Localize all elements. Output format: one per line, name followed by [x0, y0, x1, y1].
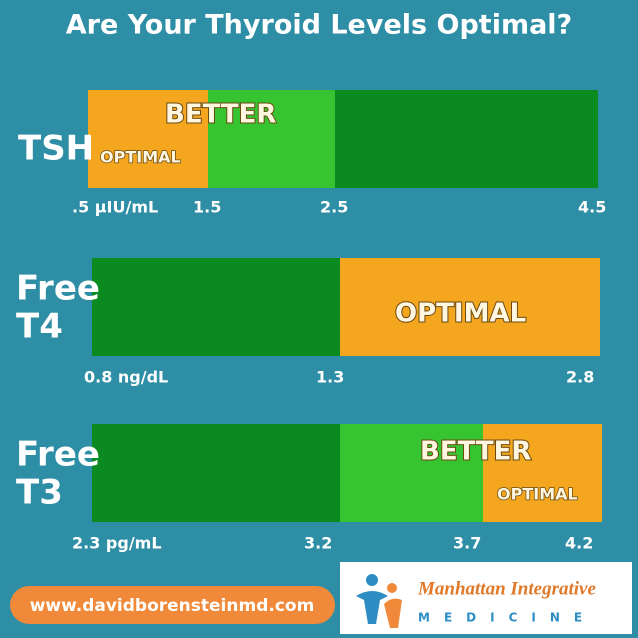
- tick-label: 3.2: [304, 534, 332, 553]
- logo-icon: [356, 574, 402, 628]
- t3-panel: Free T3 BETTER OPTIMAL 2.3 pg/mL 3.2 3.7…: [16, 424, 602, 553]
- tick-label: 1.3: [316, 368, 344, 387]
- optimal-zone: [340, 258, 600, 356]
- tick-label: 0.8 ng/dL: [84, 368, 168, 387]
- tick-label: 2.3 pg/mL: [72, 534, 162, 553]
- normal-zone: [92, 424, 340, 522]
- optimal-zone: [483, 424, 602, 522]
- tick-label: 1.5: [193, 198, 221, 217]
- title: Are Your Thyroid Levels Optimal?: [66, 10, 572, 41]
- logo-sub: MEDICINE: [418, 611, 596, 625]
- zone-label: OPTIMAL: [497, 485, 578, 504]
- url: www.davidborensteinmd.com: [30, 596, 315, 616]
- normal-zone: [92, 258, 340, 356]
- better-zone: [340, 424, 483, 522]
- logo-name: Manhattan Integrative: [417, 578, 596, 599]
- better-zone: [208, 90, 335, 188]
- panel-label: T3: [16, 473, 63, 513]
- tsh-panel: TSH BETTER OPTIMAL .5 µIU/mL 1.5 2.5 4.5: [18, 90, 606, 217]
- zone-label: BETTER: [165, 100, 276, 130]
- zone-label: OPTIMAL: [395, 299, 526, 329]
- url-badge: [10, 586, 335, 624]
- optimal-zone: [88, 90, 208, 188]
- zone-label: OPTIMAL: [100, 148, 181, 167]
- tick-label: .5 µIU/mL: [72, 198, 158, 217]
- panel-label: Free: [16, 435, 100, 475]
- tick-label: 2.5: [320, 198, 348, 217]
- tick-label: 4.2: [565, 534, 593, 553]
- normal-zone: [335, 90, 598, 188]
- panel-label: Free: [16, 269, 100, 309]
- panel-label: T4: [16, 307, 63, 347]
- tick-label: 2.8: [566, 368, 594, 387]
- tick-label: 3.7: [453, 534, 481, 553]
- tick-label: 4.5: [578, 198, 606, 217]
- panel-label: TSH: [18, 129, 94, 169]
- zone-label: BETTER: [420, 437, 531, 467]
- t4-panel: Free T4 OPTIMAL 0.8 ng/dL 1.3 2.8: [16, 258, 600, 387]
